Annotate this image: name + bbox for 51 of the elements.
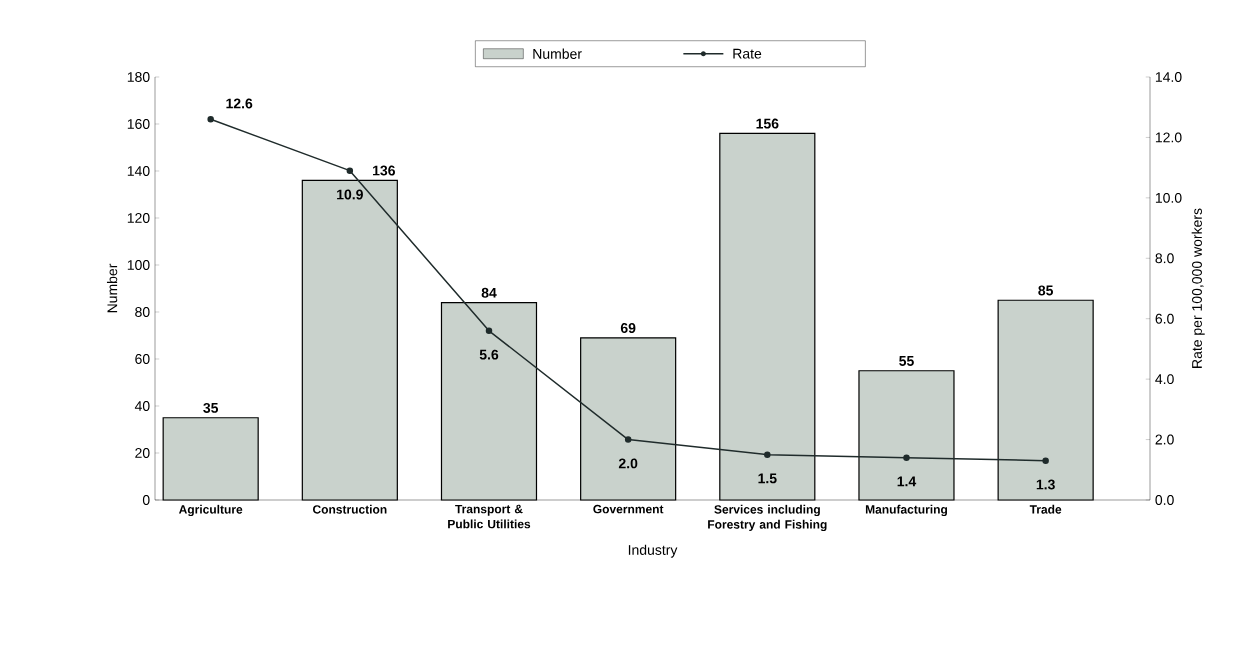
y-tick-label: 80	[135, 307, 150, 317]
x-tick-label: Agriculture	[178, 504, 243, 517]
y2-tick-label: 14.0	[1155, 72, 1182, 82]
point	[207, 116, 214, 123]
legend-label: Rate	[733, 48, 762, 59]
y-tick-label: 100	[127, 260, 150, 270]
data-label: 85	[1038, 285, 1054, 296]
legend-label: Number	[533, 48, 582, 59]
y2-tick-label: 2.0	[1155, 434, 1174, 445]
x-axis-title: Industry	[628, 544, 678, 558]
y-tick-label: 0	[142, 495, 150, 505]
data-label: 2.0	[618, 458, 638, 469]
point	[624, 436, 632, 443]
x-tick-label: Construction	[313, 504, 387, 514]
data-label: 69	[620, 323, 636, 333]
point	[764, 451, 771, 458]
y2-tick-label: 4.0	[1155, 374, 1174, 385]
y-tick-label: 20	[135, 448, 150, 458]
x-tick-label: Transport & Public Utilities	[448, 504, 531, 529]
x-tick-label: Government	[593, 504, 664, 514]
y2-tick-label: 0.0	[1155, 495, 1174, 505]
x-tick-label: Services including Forestry and Fishing	[708, 504, 827, 532]
y-tick-label: 140	[127, 166, 150, 176]
point	[346, 167, 354, 174]
data-label: 35	[203, 402, 219, 413]
point	[1042, 457, 1049, 464]
y-tick-label: 160	[127, 119, 150, 129]
data-label: 12.6	[226, 98, 253, 109]
data-label: 136	[373, 165, 395, 176]
data-label: 84	[481, 287, 497, 298]
y2-tick-label: 6.0	[1155, 313, 1174, 324]
data-label: 1.3	[1036, 479, 1055, 490]
data-label: 55	[899, 356, 914, 366]
y2-tick-label: 12.0	[1155, 132, 1182, 143]
x-tick-label: Manufacturing	[865, 504, 948, 517]
data-label: 5.6	[479, 349, 499, 360]
data-label: 156	[756, 118, 779, 129]
y2-tick-label: 10.0	[1155, 192, 1182, 203]
data-label: 1.4	[897, 476, 917, 487]
y-tick-label: 180	[127, 72, 150, 82]
data-label: 10.9	[337, 189, 363, 200]
y-tick-label: 60	[135, 354, 150, 364]
y-axis-title: Number	[106, 263, 118, 313]
data-label: 1.5	[758, 473, 777, 484]
y2-tick-label: 8.0	[1155, 253, 1174, 264]
y-tick-label: 120	[127, 213, 150, 223]
y2-axis-title: Rate per 100,000 workers	[1191, 208, 1205, 368]
x-tick-label: Trade	[1029, 504, 1062, 514]
point	[903, 454, 910, 461]
y-tick-label: 40	[134, 401, 150, 411]
point	[485, 327, 493, 335]
